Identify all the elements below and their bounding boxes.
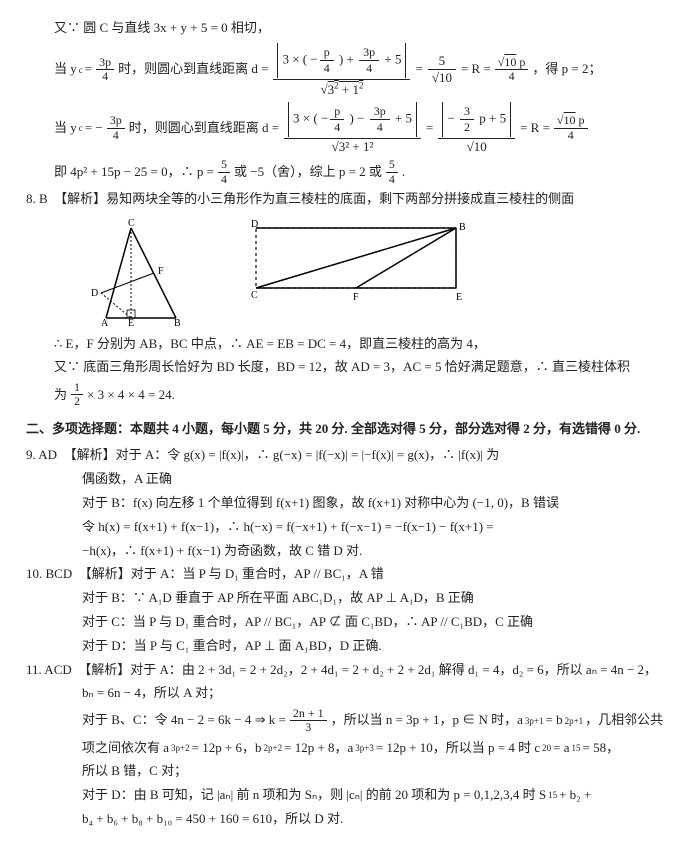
- sub: 2p+2: [264, 741, 283, 755]
- txt: = 58，: [583, 738, 620, 759]
- pre-l4: 即 4p² + 15p − 25 = 0，∴ p = 54 或 −5（舍），综上…: [26, 158, 667, 185]
- txt: + b₂ +: [559, 785, 591, 806]
- frac-3p4b: 3p4: [107, 114, 125, 141]
- q11-l4: 所以 B 错，C 对；: [26, 761, 667, 782]
- q9-l1: 偶函数，A 正确: [26, 469, 667, 490]
- sub: 3p+1: [525, 714, 544, 728]
- q11-l6: b₄ + b₆ + b₈ + b₁₀ = 450 + 160 = 610，所以 …: [26, 809, 667, 830]
- section-2-title: 二、多项选择题：本题共 4 小题，每小题 5 分，共 20 分. 全部选对得 5…: [26, 419, 667, 440]
- q11-num: 11. ACD: [26, 660, 72, 681]
- triangle-figure: A E B D F C: [86, 218, 206, 328]
- q11-head: 11. ACD 【解析】对于 A：由 2 + 3d₁ = 2 + 2d₂，2 +…: [26, 660, 667, 681]
- q10-l1: 对于 B：∵ A₁D 垂直于 AP 所在平面 ABC₁D₁，故 AP ⊥ A₁D…: [26, 588, 667, 609]
- pre-l2: 当 yc = 3p4 时，则圆心到直线距离 d = 3 × ( −p4 ) + …: [26, 42, 667, 98]
- sub: 15: [572, 741, 581, 755]
- abs: 3 × ( −p4 ) + 3p4 + 5: [277, 43, 406, 78]
- q9-l3: 令 h(x) = f(x+1) + f(x−1)，∴ h(−x) = f(−x+…: [26, 517, 667, 538]
- frac-3p4: 3p4: [96, 56, 114, 83]
- txt: ，所以当 n = 3p + 1，p ∈ N 时，a: [331, 710, 523, 731]
- frac-2n13: 2n + 13: [290, 707, 327, 734]
- txt: = 12p + 6，b: [192, 738, 262, 759]
- txt: = 12p + 10，所以当 p = 4 时 c: [376, 738, 540, 759]
- txt: .: [402, 162, 405, 183]
- sub: 15: [548, 788, 557, 802]
- q11-l2: 对于 B、C：令 4n − 2 = 6k − 4 ⇒ k = 2n + 13 ，…: [26, 707, 667, 734]
- frac-r10p4b: √10 p4: [554, 114, 588, 141]
- q8-num: 8. B: [26, 189, 48, 210]
- q10-head: 10. BCD 【解析】对于 A：当 P 与 D₁ 重合时，AP // BC₁，…: [26, 564, 667, 585]
- q10-l3: 对于 D：当 P 与 C₁ 重合时，AP ⊥ 面 A₁BD，D 正确.: [26, 636, 667, 657]
- q9-l2: 对于 B：f(x) 向左移 1 个单位得到 f(x+1) 图象，故 f(x+1)…: [26, 493, 667, 514]
- txt: ，几相邻公共: [585, 710, 663, 731]
- svg-text:F: F: [353, 292, 359, 303]
- bigfrac-2: 3 × ( −p4 ) − 3p4 + 5 √3² + 1²: [284, 101, 421, 156]
- pre-l3: 当 yc = − 3p4 时，则圆心到直线距离 d = 3 × ( −p4 ) …: [26, 101, 667, 156]
- q9-l4: −h(x)，∴ f(x+1) + f(x−1) 为奇函数，故 C 错 D 对.: [26, 541, 667, 562]
- eq: =: [415, 59, 422, 80]
- frac-5r10: 5√10: [428, 53, 456, 87]
- txt: 或 −5（舍），综上 p = 2 或: [234, 162, 382, 183]
- q9-num: 9. AD: [26, 445, 57, 466]
- svg-text:F: F: [158, 266, 164, 277]
- txt: 当 y: [54, 118, 77, 139]
- q8-l1: ∴ E，F 分别为 AB，BC 中点，∴ AE = EB = DC = 4，即直…: [26, 334, 667, 355]
- sub: 3p+2: [171, 741, 190, 755]
- svg-text:D: D: [91, 288, 98, 299]
- txt: 当 y: [54, 59, 77, 80]
- sub: c: [79, 63, 83, 77]
- svg-text:B: B: [174, 318, 181, 328]
- svg-text:C: C: [128, 218, 135, 229]
- q8-tag: 【解析】易知两块全等的小三角形作为直三棱柱的底面，剩下两部分拼接成直三棱柱的侧面: [54, 191, 574, 206]
- txt: 即 4p² + 15p − 25 = 0，∴ p =: [54, 162, 214, 183]
- svg-text:D: D: [251, 219, 258, 230]
- txt: = −: [85, 118, 103, 139]
- q11-l3: 项之间依次有 a3p+2 = 12p + 6，b2p+2 = 12p + 8，a…: [26, 738, 667, 759]
- txt: 时，则圆心到直线距离 d =: [129, 118, 279, 139]
- txt: 对于 B、C：令 4n − 2 = 6k − 4 ⇒ k =: [82, 710, 286, 731]
- q11-l1: bₙ = 6n − 4，所以 A 对；: [26, 683, 667, 704]
- txt: = a: [553, 738, 569, 759]
- bigfrac-3: − 32 p + 5 √10: [438, 101, 515, 156]
- q11-tag: 【解析】对于 A：由 2 + 3d₁ = 2 + 2d₂，2 + 4d₁ = 2…: [78, 662, 657, 677]
- q10-tag: 【解析】对于 A：当 P 与 D₁ 重合时，AP // BC₁，A 错: [79, 566, 384, 581]
- q8-figures: A E B D F C D B C F E: [86, 218, 667, 328]
- prism-figure: D B C F E: [246, 218, 476, 308]
- pre-l1: 又∵ 圆 C 与直线 3x + y + 5 = 0 相切，: [26, 18, 667, 39]
- svg-text:B: B: [459, 222, 466, 233]
- txt: = R =: [461, 59, 491, 80]
- frac-12: 12: [71, 381, 83, 408]
- q10-num: 10. BCD: [26, 564, 72, 585]
- sub: 3p+3: [355, 741, 374, 755]
- txt: × 3 × 4 × 4 = 24.: [87, 385, 175, 406]
- sub: 2p+1: [565, 714, 584, 728]
- txt: =: [85, 59, 92, 80]
- svg-text:A: A: [101, 318, 109, 328]
- txt: = 12p + 8，a: [284, 738, 353, 759]
- sub: 20: [542, 741, 551, 755]
- frac-r10p4: √10 p4: [495, 56, 529, 83]
- txt: = b: [546, 710, 563, 731]
- eq: =: [426, 118, 433, 139]
- svg-text:C: C: [251, 290, 258, 301]
- q8-head: 8. B 【解析】易知两块全等的小三角形作为直三棱柱的底面，剩下两部分拼接成直三…: [26, 189, 667, 210]
- svg-text:E: E: [128, 318, 134, 328]
- q8-l2: 又∵ 底面三角形周长恰好为 BD 长度，BD = 12，故 AD = 3，AC …: [26, 357, 667, 378]
- txt: = R =: [520, 118, 550, 139]
- frac-54b: 54: [386, 158, 398, 185]
- bigfrac-1: 3 × ( −p4 ) + 3p4 + 5 √32 + 12: [273, 42, 410, 98]
- txt: 时，则圆心到直线距离 d =: [118, 59, 268, 80]
- txt: ，得 p = 2；: [532, 59, 601, 80]
- svg-text:E: E: [456, 292, 462, 303]
- q11-l5: 对于 D：由 B 可知，记 |aₙ| 前 n 项和为 Sₙ，则 |cₙ| 的前 …: [26, 785, 667, 806]
- frac-54: 54: [218, 158, 230, 185]
- q10-l2: 对于 C：当 P 与 D₁ 重合时，AP // BC₁，AP ⊄ 面 C₁BD，…: [26, 612, 667, 633]
- q9-tag: 【解析】对于 A：令 g(x) = |f(x)|，∴ g(−x) = |f(−x…: [64, 447, 500, 462]
- txt: 对于 D：由 B 可知，记 |aₙ| 前 n 项和为 Sₙ，则 |cₙ| 的前 …: [82, 785, 546, 806]
- txt: 项之间依次有 a: [82, 738, 169, 759]
- txt: 为: [54, 385, 67, 406]
- sub: c: [79, 121, 83, 135]
- q9-head: 9. AD 【解析】对于 A：令 g(x) = |f(x)|，∴ g(−x) =…: [26, 445, 667, 466]
- q8-l3: 为 12 × 3 × 4 × 4 = 24.: [26, 381, 667, 408]
